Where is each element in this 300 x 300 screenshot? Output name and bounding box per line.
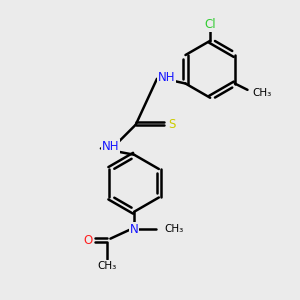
Text: CH₃: CH₃	[252, 88, 272, 98]
Text: NH: NH	[158, 71, 175, 84]
Text: S: S	[169, 118, 176, 131]
Text: CH₃: CH₃	[98, 261, 117, 271]
Text: N: N	[130, 223, 139, 236]
Text: O: O	[84, 234, 93, 247]
Text: NH: NH	[102, 140, 119, 153]
Text: CH₃: CH₃	[164, 224, 184, 234]
Text: Cl: Cl	[204, 18, 216, 32]
